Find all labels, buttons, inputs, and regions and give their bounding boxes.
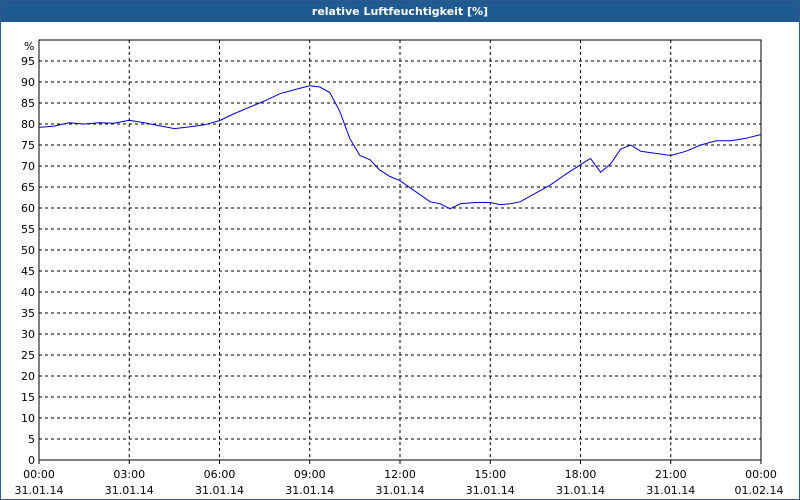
y-tick-label: 0 xyxy=(28,454,35,467)
y-tick-label: 30 xyxy=(21,328,35,341)
y-tick-label: 45 xyxy=(21,265,35,278)
x-tick-time: 15:00 xyxy=(474,468,506,481)
x-tick-time: 09:00 xyxy=(294,468,326,481)
grid xyxy=(39,40,761,460)
y-tick-label: 40 xyxy=(21,286,35,299)
x-tick-time: 00:00 xyxy=(23,468,55,481)
y-axis-label: % xyxy=(24,40,34,53)
y-tick-label: 25 xyxy=(21,349,35,362)
x-tick-date: 01.02.14 xyxy=(735,484,784,497)
x-tick-labels: 00:00 31.01.14 03:00 31.01.14 06:00 31.01.14 0… xyxy=(15,460,784,497)
x-tick-time: 00:00 xyxy=(745,468,777,481)
y-tick-label: 55 xyxy=(21,223,35,236)
x-tick-time: 06:00 xyxy=(204,468,236,481)
y-tick-label: 65 xyxy=(21,181,35,194)
y-tick-label: 20 xyxy=(21,370,35,383)
y-tick-label: 60 xyxy=(21,202,35,215)
x-tick-time: 12:00 xyxy=(384,468,416,481)
x-tick-date: 31.01.14 xyxy=(646,484,695,497)
y-tick-label: 90 xyxy=(21,76,35,89)
y-tick-label: 15 xyxy=(21,391,35,404)
y-tick-label: 75 xyxy=(21,139,35,152)
y-tick-label: 70 xyxy=(21,160,35,173)
x-tick-date: 31.01.14 xyxy=(556,484,605,497)
y-tick-label: 85 xyxy=(21,97,35,110)
series-line xyxy=(38,85,762,210)
y-tick-label: 80 xyxy=(21,118,35,131)
x-tick-date: 31.01.14 xyxy=(376,484,425,497)
y-tick-label: 5 xyxy=(28,433,35,446)
x-tick-date: 31.01.14 xyxy=(466,484,515,497)
chart-title: relative Luftfeuchtigkeit [%] xyxy=(1,1,799,22)
x-tick-date: 31.01.14 xyxy=(285,484,334,497)
x-tick-time: 18:00 xyxy=(565,468,597,481)
x-tick-date: 31.01.14 xyxy=(105,484,154,497)
y-tick-label: 35 xyxy=(21,307,35,320)
x-tick-time: 03:00 xyxy=(113,468,145,481)
y-tick-label: 95 xyxy=(21,55,35,68)
y-tick-label: 50 xyxy=(21,244,35,257)
x-tick-time: 21:00 xyxy=(655,468,687,481)
y-tick-labels: 0 5 10 15 20 25 30 35 40 45 50 55 60 65 70 75 80 85 90 95 xyxy=(21,55,35,467)
x-tick-date: 31.01.14 xyxy=(15,484,64,497)
x-tick-date: 31.01.14 xyxy=(195,484,244,497)
y-tick-label: 10 xyxy=(21,412,35,425)
